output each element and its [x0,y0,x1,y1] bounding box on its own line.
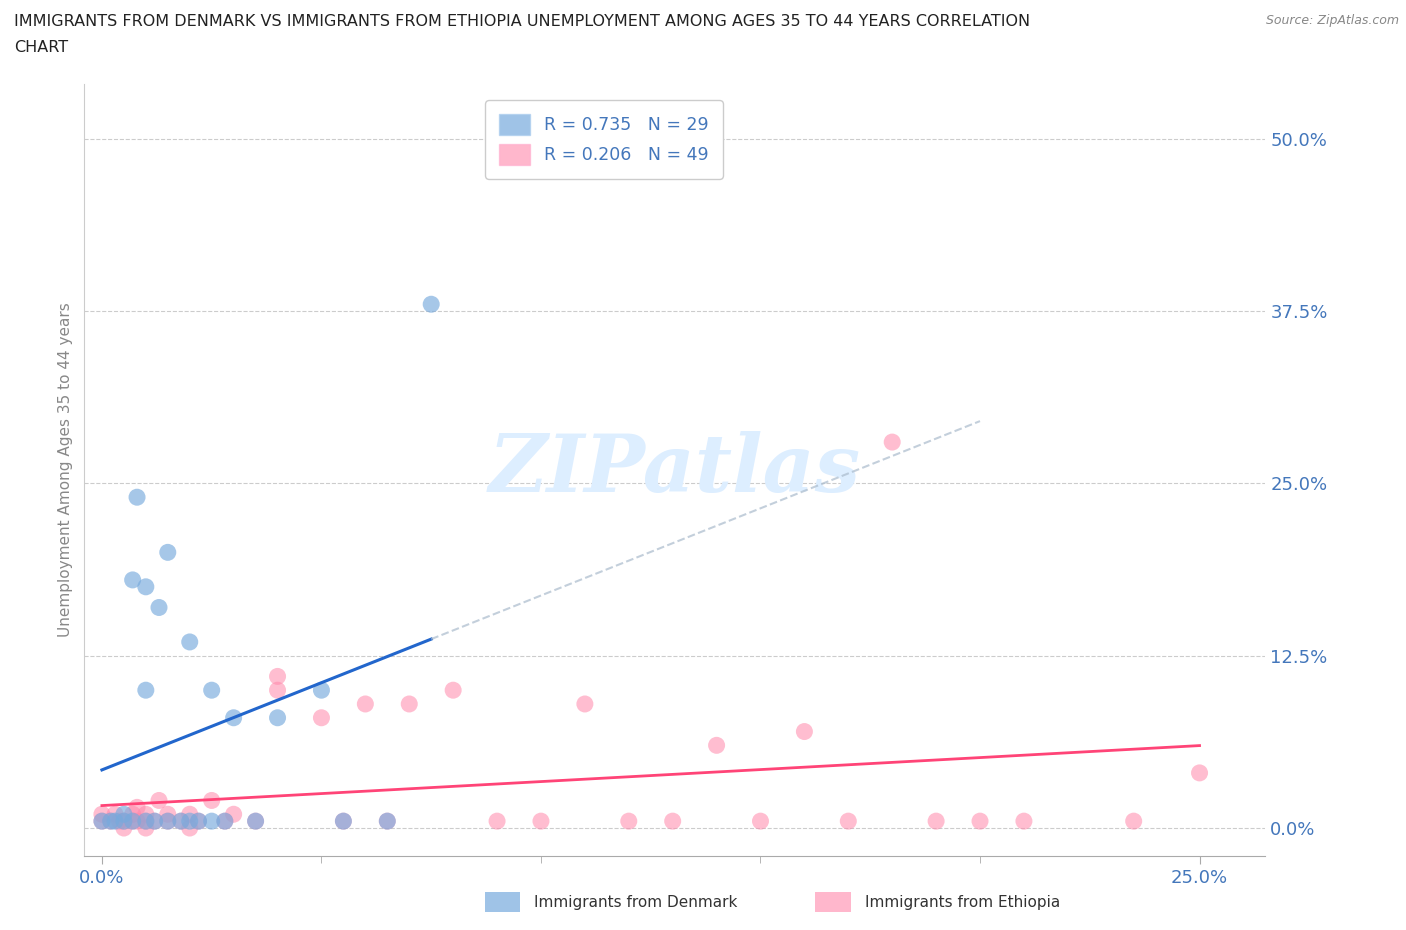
Point [143,814,166,829]
Point [179,807,201,822]
Point [112,814,135,829]
Point [375,814,398,829]
Point [143,814,166,829]
Point [148,793,170,808]
Point [332,814,354,829]
Text: Immigrants from Denmark: Immigrants from Denmark [534,895,738,910]
Point [354,697,377,711]
Point [1122,814,1144,829]
Point [112,814,135,829]
Point [121,807,143,822]
Point [925,814,948,829]
Point [486,814,509,829]
Point [135,579,157,594]
Point [398,697,420,711]
Text: ZIPatlas: ZIPatlas [489,431,860,509]
Point [969,814,991,829]
Point [266,711,288,725]
Point [100,814,122,829]
Text: IMMIGRANTS FROM DENMARK VS IMMIGRANTS FROM ETHIOPIA UNEMPLOYMENT AMONG AGES 35 T: IMMIGRANTS FROM DENMARK VS IMMIGRANTS FR… [14,14,1031,29]
Point [135,683,157,698]
Point [121,573,143,588]
Point [574,697,596,711]
Text: Immigrants from Ethiopia: Immigrants from Ethiopia [865,895,1060,910]
Point [187,814,209,829]
Point [530,814,553,829]
Point [90,814,112,829]
Y-axis label: Unemployment Among Ages 35 to 44 years: Unemployment Among Ages 35 to 44 years [58,302,73,637]
Point [266,683,288,698]
Point [170,814,193,829]
Point [311,711,333,725]
Point [104,814,127,829]
Point [661,814,683,829]
Point [245,814,267,829]
Legend: R = 0.735   N = 29, R = 0.206   N = 49: R = 0.735 N = 29, R = 0.206 N = 49 [485,100,723,179]
Point [179,820,201,835]
Point [187,814,209,829]
Point [112,807,135,822]
Point [100,814,122,829]
Point [112,820,135,835]
Point [121,814,143,829]
Point [837,814,859,829]
Point [108,814,131,829]
Point [311,683,333,698]
Point [441,683,464,698]
Point [90,814,112,829]
Point [170,814,193,829]
Point [121,814,143,829]
Point [1188,765,1211,780]
Point [1012,814,1035,829]
Point [793,724,815,739]
Point [125,490,148,505]
Point [266,669,288,684]
Point [179,634,201,649]
Text: Source: ZipAtlas.com: Source: ZipAtlas.com [1265,14,1399,27]
Point [135,814,157,829]
Point [201,683,224,698]
Point [135,814,157,829]
Point [156,814,179,829]
Point [375,814,398,829]
Point [135,807,157,822]
Point [706,737,728,752]
Point [332,814,354,829]
Point [135,820,157,835]
Point [104,807,127,822]
Point [222,711,245,725]
Point [201,814,224,829]
Point [882,434,904,449]
Text: CHART: CHART [14,40,67,55]
Point [245,814,267,829]
Point [125,800,148,815]
Point [156,814,179,829]
Point [749,814,772,829]
Point [420,297,443,312]
Point [90,807,112,822]
Point [148,600,170,615]
Point [617,814,640,829]
Point [125,814,148,829]
Point [214,814,236,829]
Point [214,814,236,829]
Point [156,545,179,560]
Point [201,793,224,808]
Point [156,807,179,822]
Point [179,814,201,829]
Point [222,807,245,822]
